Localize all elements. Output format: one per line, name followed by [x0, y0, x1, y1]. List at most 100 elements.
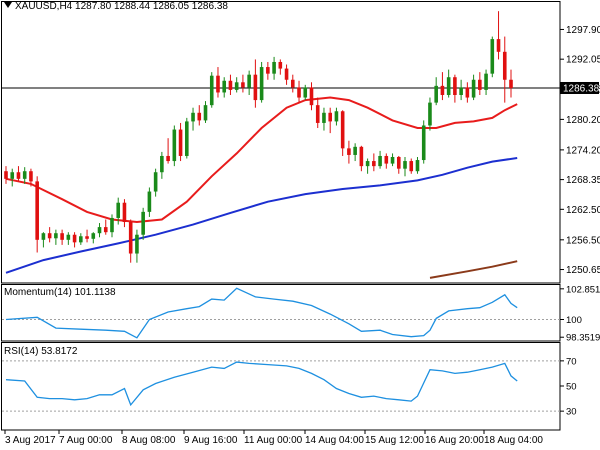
candle-bull	[222, 80, 227, 93]
rsi-title: RSI(14) 53.8172	[4, 346, 78, 357]
candle-bear	[409, 161, 414, 172]
candle-bull	[10, 172, 15, 179]
y-tick-label: 1268.35	[566, 175, 600, 186]
y-tick-label: 1280.20	[566, 115, 600, 126]
candle-bear	[35, 181, 39, 240]
rsi-panel-frame	[1, 342, 561, 431]
price-series	[2, 11, 560, 279]
candle-bear	[178, 129, 183, 156]
main-title-text: XAUUSD,H4 1287.80 1288.44 1286.05 1286.3…	[15, 1, 228, 12]
candle-bear	[440, 85, 445, 95]
sma-fast-line	[5, 96, 518, 224]
candle-bull	[153, 172, 158, 192]
current-price-box	[560, 81, 599, 94]
candle-bull	[135, 234, 139, 254]
y-tick-label: 1274.20	[566, 145, 600, 156]
candle-bull	[421, 125, 426, 161]
y-tick-label: 1292.05	[566, 55, 600, 66]
main-title: XAUUSD,H4 1287.80 1288.44 1286.05 1286.3…	[4, 1, 228, 12]
candle-bear	[502, 51, 507, 80]
x-tick-label: 14 Aug 04:00	[305, 435, 364, 446]
candle-bear	[266, 67, 270, 74]
candle-bear	[396, 156, 401, 169]
candle-bull	[203, 105, 208, 121]
momentum-tick-label: 100	[566, 315, 582, 326]
candle-bear	[453, 77, 457, 95]
candle-bull	[322, 112, 326, 123]
indicator-levels	[2, 318, 560, 412]
candle-bear	[372, 161, 376, 167]
candle-bull	[434, 85, 438, 103]
candle-bull	[490, 39, 495, 74]
momentum-title: Momentum(14) 101.1138	[4, 287, 116, 298]
candle-bull	[446, 77, 451, 95]
y-tick-label: 1256.50	[566, 235, 600, 246]
momentum-tick-label: 102.8516	[566, 284, 600, 295]
candle-bull	[79, 236, 83, 243]
rsi-tick-label: 50	[566, 382, 577, 393]
candle-bull	[22, 171, 27, 179]
candle-bear	[509, 79, 513, 88]
candle-bear	[241, 82, 245, 88]
candle-bull	[353, 146, 357, 155]
candle-bear	[216, 75, 220, 93]
candle-bear	[228, 80, 233, 90]
candle-bull	[172, 129, 177, 162]
candle-bull	[191, 112, 195, 122]
candle-bear	[478, 79, 482, 90]
candle-bear	[72, 234, 77, 243]
candle-bear	[4, 171, 8, 179]
candle-bull	[97, 227, 102, 234]
y-tick-label: 1262.50	[566, 205, 600, 216]
momentum-tick-label: 98.3519	[566, 333, 600, 344]
candle-bull	[428, 102, 432, 126]
candle-bear	[122, 202, 127, 223]
rsi-line	[5, 361, 518, 407]
x-tick-label: 9 Aug 16:00	[184, 435, 238, 446]
candle-bull	[259, 67, 264, 101]
candle-bull	[66, 234, 71, 240]
candle-bear	[166, 155, 170, 162]
candle-bear	[359, 146, 364, 167]
candle-bear	[496, 39, 501, 52]
candle-bull	[116, 202, 121, 218]
candle-bull	[110, 217, 114, 233]
candle-bull	[403, 161, 407, 169]
x-tick-label: 15 Aug 12:00	[365, 435, 424, 446]
candle-bear	[278, 61, 283, 69]
candle-bear	[103, 227, 108, 233]
axes: 1297.901292.051286.151280.201274.201268.…	[4, 25, 600, 446]
main-panel-frame	[1, 1, 561, 284]
x-tick-label: 7 Aug 00:00	[59, 435, 113, 446]
sma-slow-line	[5, 157, 518, 274]
candle-bear	[197, 112, 202, 121]
rsi-tick-label: 70	[566, 356, 577, 367]
x-tick-label: 11 Aug 00:00	[244, 435, 303, 446]
candle-bull	[334, 111, 339, 122]
candle-bull	[378, 155, 382, 167]
x-tick-label: 8 Aug 08:00	[122, 435, 176, 446]
candle-bull	[54, 233, 58, 239]
candle-bull	[41, 233, 46, 240]
y-tick-label: 1250.65	[566, 265, 600, 276]
sma-long-line	[429, 260, 518, 279]
candle-bear	[284, 68, 289, 80]
candle-bull	[484, 73, 488, 90]
candle-bull	[459, 87, 463, 95]
indicator-series	[5, 287, 518, 407]
candle-bear	[347, 148, 351, 155]
current-price-label: 1286.38	[563, 83, 600, 94]
momentum-panel-frame	[1, 284, 561, 342]
triangle-down-icon[interactable]	[4, 2, 12, 8]
x-tick-label: 3 Aug 2017	[5, 435, 56, 446]
candle-bull	[471, 79, 476, 98]
candle-bull	[272, 61, 276, 74]
candle-bull	[209, 75, 214, 106]
candle-bull	[365, 161, 370, 167]
candle-bull	[185, 121, 189, 156]
candle-bull	[160, 155, 164, 173]
candle-bear	[315, 105, 320, 123]
candle-bear	[47, 233, 52, 239]
candle-bear	[85, 236, 89, 239]
